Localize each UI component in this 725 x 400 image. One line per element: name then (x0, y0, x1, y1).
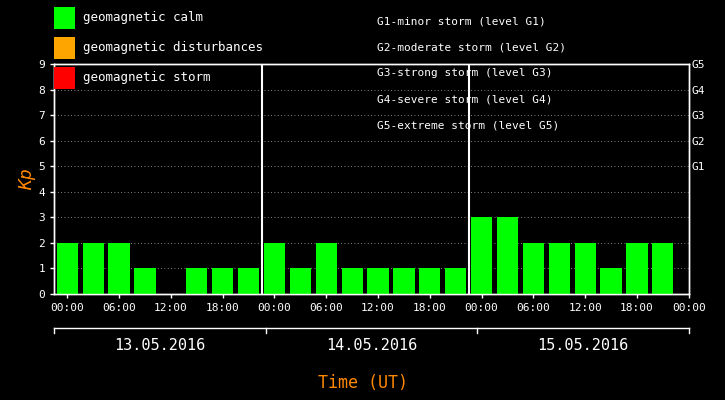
Bar (264, 243, 285, 294)
Bar (523, 243, 544, 294)
Bar (652, 243, 674, 294)
Bar (549, 243, 570, 294)
Text: G5-extreme storm (level G5): G5-extreme storm (level G5) (377, 120, 559, 130)
Bar (212, 268, 233, 294)
Text: Time (UT): Time (UT) (318, 374, 407, 392)
Bar (186, 268, 207, 294)
Bar (290, 268, 311, 294)
Text: geomagnetic calm: geomagnetic calm (83, 12, 204, 24)
Bar (83, 243, 104, 294)
Bar (134, 268, 156, 294)
Text: G3-strong storm (level G3): G3-strong storm (level G3) (377, 68, 552, 78)
Text: G4-severe storm (level G4): G4-severe storm (level G4) (377, 94, 552, 104)
Text: geomagnetic storm: geomagnetic storm (83, 72, 211, 84)
Text: 15.05.2016: 15.05.2016 (537, 338, 629, 353)
Bar (57, 243, 78, 294)
Bar (445, 268, 466, 294)
Bar (109, 243, 130, 294)
Bar (368, 268, 389, 294)
Text: G1-minor storm (level G1): G1-minor storm (level G1) (377, 16, 546, 26)
Bar (626, 243, 647, 294)
Bar (600, 268, 621, 294)
Bar (497, 217, 518, 294)
Bar (315, 243, 337, 294)
Bar (393, 268, 415, 294)
Text: G2-moderate storm (level G2): G2-moderate storm (level G2) (377, 42, 566, 52)
Y-axis label: Kp: Kp (18, 168, 36, 190)
Text: 13.05.2016: 13.05.2016 (115, 338, 206, 353)
Text: 14.05.2016: 14.05.2016 (326, 338, 417, 353)
Bar (341, 268, 362, 294)
Text: geomagnetic disturbances: geomagnetic disturbances (83, 42, 263, 54)
Bar (419, 268, 440, 294)
Bar (574, 243, 596, 294)
Bar (471, 217, 492, 294)
Bar (238, 268, 259, 294)
